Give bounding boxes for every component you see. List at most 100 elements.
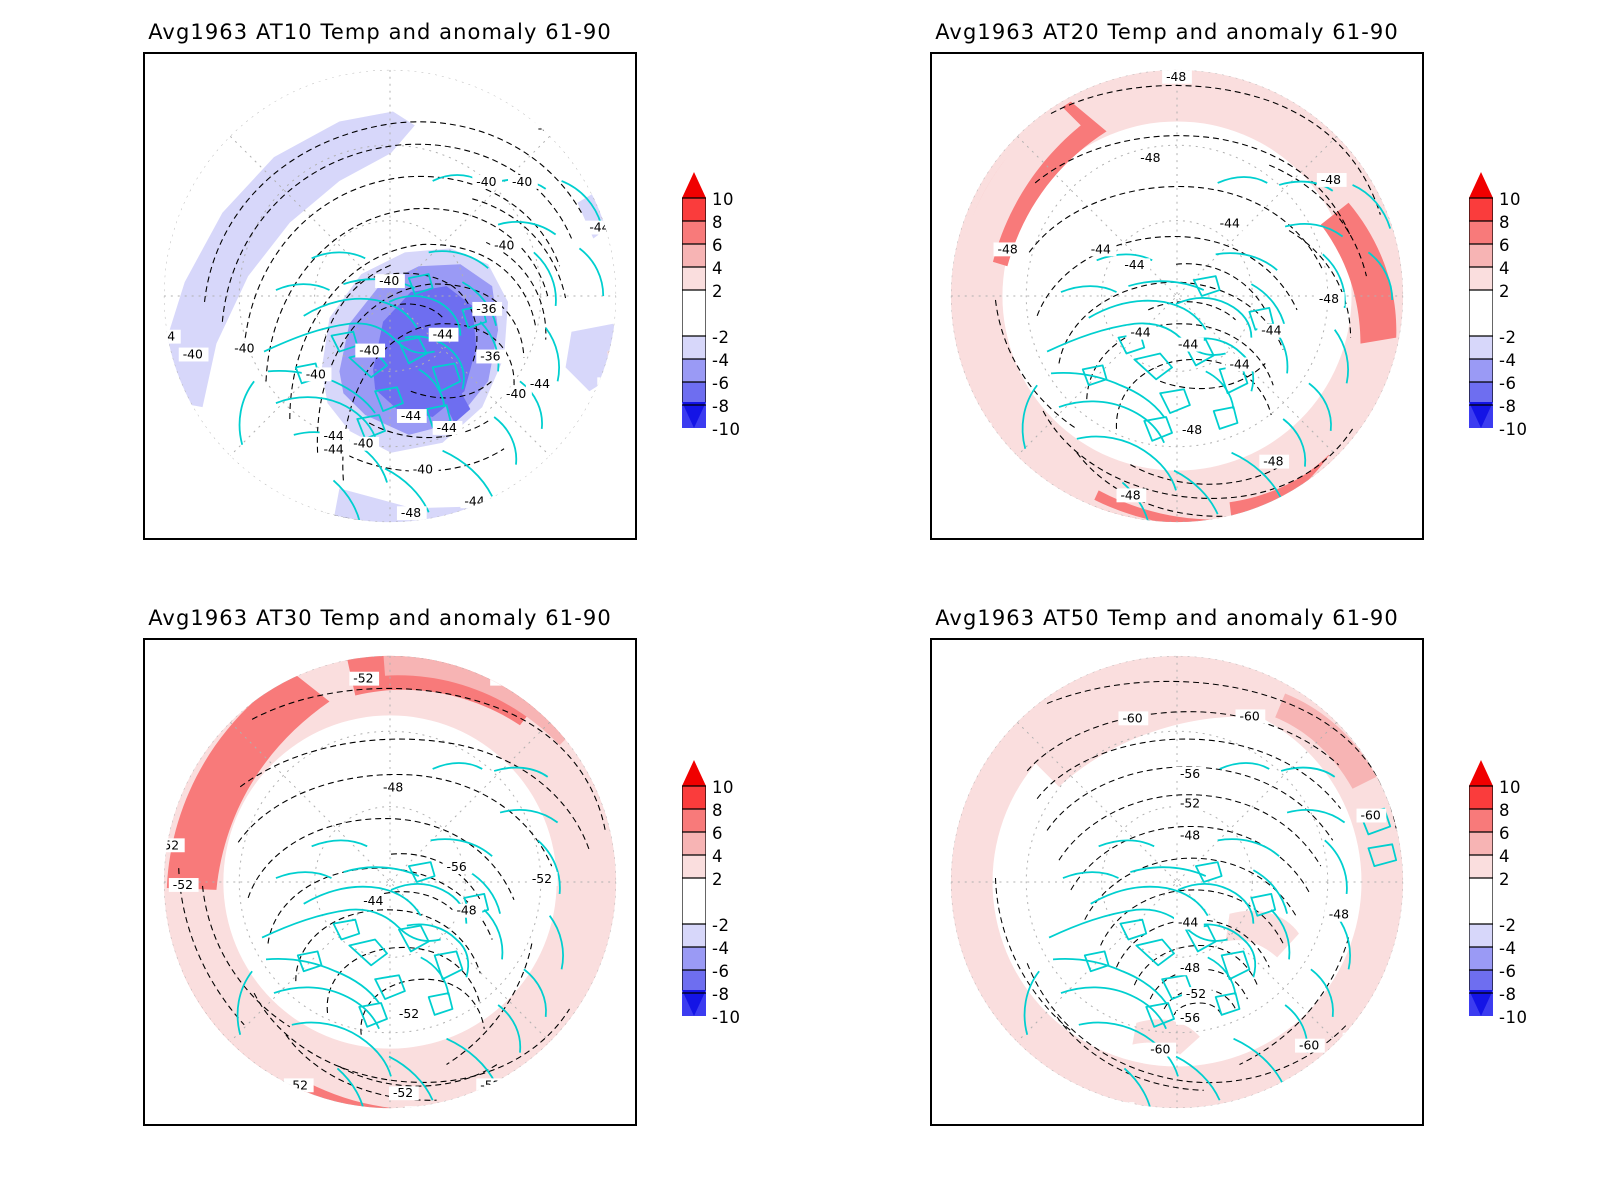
svg-text:-60: -60 (1299, 1038, 1319, 1053)
colorbar-tick-neg10: -10 (712, 420, 741, 439)
svg-text:-40: -40 (306, 366, 326, 381)
map-plot-at20: -48 -48 -48 -44 -44 -48 -44 -48 -44 -44 … (950, 69, 1404, 523)
svg-text:-44: -44 (324, 442, 344, 457)
svg-text:-48: -48 (1329, 907, 1349, 922)
svg-text:-60: -60 (1239, 708, 1259, 723)
map-axes-at10[interactable]: -40 -36 -40 -44 -40 -36 -44 -40 -44 -40 … (143, 52, 637, 540)
svg-text:-52: -52 (173, 877, 193, 892)
colorbar-body-at50 (1469, 760, 1493, 1016)
colorbar-body-at30 (682, 760, 706, 1016)
svg-text:-40: -40 (379, 273, 399, 288)
svg-text:-40: -40 (353, 436, 373, 451)
svg-text:-48: -48 (1182, 422, 1202, 437)
svg-text:-44: -44 (530, 376, 550, 391)
svg-text:-56: -56 (447, 859, 467, 874)
colorbar-tick-neg8: -8 (1499, 985, 1517, 1004)
svg-text:-60: -60 (1122, 710, 1142, 725)
panel-title-at20: Avg1963 AT20 Temp and anomaly 61-90 (935, 20, 1399, 44)
svg-text:-48: -48 (456, 903, 476, 918)
panel-title-at10: Avg1963 AT10 Temp and anomaly 61-90 (148, 20, 612, 44)
svg-text:-36: -36 (480, 348, 500, 363)
svg-text:-48: -48 (1166, 69, 1186, 84)
colorbar-tick-neg2: -2 (1499, 328, 1517, 347)
svg-text:-56: -56 (1180, 766, 1200, 781)
colorbar-tick-neg6: -6 (712, 962, 730, 981)
colorbar-at10[interactable]: 10 8 6 4 2 -2 -4 -6 -8 -10 (682, 172, 740, 439)
colorbar-tick-2: 2 (712, 282, 723, 301)
svg-text:-44: -44 (464, 493, 484, 508)
svg-text:-44: -44 (401, 408, 421, 423)
colorbar-tick-neg2: -2 (712, 916, 730, 935)
colorbar-tick-10: 10 (712, 190, 734, 209)
colorbar-tick-neg8: -8 (712, 397, 730, 416)
svg-text:-44: -44 (538, 120, 558, 135)
colorbar-at30[interactable]: 10 8 6 4 2 -2 -4 -6 -8 -10 (682, 760, 740, 1027)
svg-text:-60: -60 (1360, 808, 1380, 823)
map-axes-at20[interactable]: -48 -48 -48 -44 -44 -48 -44 -48 -44 -44 … (930, 52, 1424, 540)
svg-text:-44: -44 (1178, 337, 1198, 352)
svg-text:-52: -52 (409, 1105, 429, 1120)
panel-at20: Avg1963 AT20 Temp and anomaly 61-90 (787, 0, 1567, 560)
svg-text:-44: -44 (1124, 257, 1144, 272)
svg-text:-52: -52 (532, 871, 552, 886)
colorbar-tick-neg4: -4 (712, 351, 730, 370)
colorbar-tick-2: 2 (1499, 282, 1510, 301)
panel-at30: Avg1963 AT30 Temp and anomaly 61-90 (0, 588, 780, 1148)
colorbar-tick-2: 2 (712, 870, 723, 889)
colorbar-tick-neg6: -6 (1499, 962, 1517, 981)
svg-text:-44: -44 (433, 327, 453, 342)
svg-text:-52: -52 (399, 1006, 419, 1021)
svg-text:-48: -48 (1321, 172, 1341, 187)
svg-text:-40: -40 (183, 346, 203, 361)
svg-text:-48: -48 (383, 780, 403, 795)
svg-text:-40: -40 (512, 174, 532, 189)
colorbar-tick-8: 8 (712, 801, 723, 820)
colorbar-tick-neg2: -2 (712, 328, 730, 347)
colorbar-tick-4: 4 (712, 847, 723, 866)
colorbar-at50[interactable]: 10 8 6 4 2 -2 -4 -6 -8 -10 (1469, 760, 1527, 1027)
colorbar-tick-4: 4 (712, 259, 723, 278)
colorbar-tick-2: 2 (1499, 870, 1510, 889)
svg-text:-44: -44 (1261, 323, 1281, 338)
colorbar-tick-10: 10 (712, 778, 734, 797)
svg-text:-48: -48 (966, 422, 986, 437)
svg-text:-48: -48 (1140, 150, 1160, 165)
svg-text:-40: -40 (413, 462, 433, 477)
colorbar-tick-8: 8 (712, 213, 723, 232)
map-plot-at50: -60 -60 -56 -52 -48 -44 -48 -52 -56 -60 … (950, 655, 1404, 1116)
colorbar-tick-4: 4 (1499, 847, 1510, 866)
colorbar-tick-6: 6 (1499, 236, 1510, 255)
svg-text:-60: -60 (1109, 1101, 1129, 1116)
colorbar-tick-10: 10 (1499, 190, 1521, 209)
panel-at50: Avg1963 AT50 Temp and anomaly 61-90 (787, 588, 1567, 1148)
map-plot-at10: -40 -36 -40 -44 -40 -36 -44 -40 -44 -40 … (155, 69, 617, 523)
svg-text:-52: -52 (1180, 796, 1200, 811)
svg-text:-52: -52 (159, 837, 179, 852)
svg-text:-60: -60 (1347, 1032, 1367, 1047)
colorbar-body-at10 (682, 172, 706, 428)
colorbar-at20[interactable]: 10 8 6 4 2 -2 -4 -6 -8 -10 (1469, 172, 1527, 439)
svg-text:-48: -48 (1180, 960, 1200, 975)
map-plot-at30: -52 -52 -48 -52 -52 -44 -52 -56 -48 -52 … (159, 655, 617, 1120)
colorbar-tick-10: 10 (1499, 778, 1521, 797)
svg-text:-44: -44 (324, 428, 344, 443)
svg-text:-52: -52 (480, 1077, 500, 1092)
colorbar-tick-neg8: -8 (712, 985, 730, 1004)
svg-text:-52: -52 (494, 671, 514, 686)
svg-text:-40: -40 (234, 341, 254, 356)
colorbar-tick-neg10: -10 (1499, 1008, 1528, 1027)
colorbar-tick-neg4: -4 (1499, 351, 1517, 370)
svg-text:-44: -44 (1220, 216, 1240, 231)
colorbar-tick-neg10: -10 (712, 1008, 741, 1027)
colorbar-tick-neg6: -6 (712, 374, 730, 393)
panel-title-at30: Avg1963 AT30 Temp and anomaly 61-90 (148, 606, 612, 630)
colorbar-tick-neg6: -6 (1499, 374, 1517, 393)
svg-text:-44: -44 (589, 220, 609, 235)
map-axes-at30[interactable]: -52 -52 -48 -52 -52 -44 -52 -56 -48 -52 … (143, 638, 637, 1126)
colorbar-tick-6: 6 (1499, 824, 1510, 843)
svg-text:-44: -44 (1091, 241, 1111, 256)
svg-text:-48: -48 (997, 241, 1017, 256)
svg-text:-48: -48 (1263, 454, 1283, 469)
map-axes-at50[interactable]: -60 -60 -56 -52 -48 -44 -48 -52 -56 -60 … (930, 638, 1424, 1126)
svg-text:-44: -44 (155, 329, 175, 344)
